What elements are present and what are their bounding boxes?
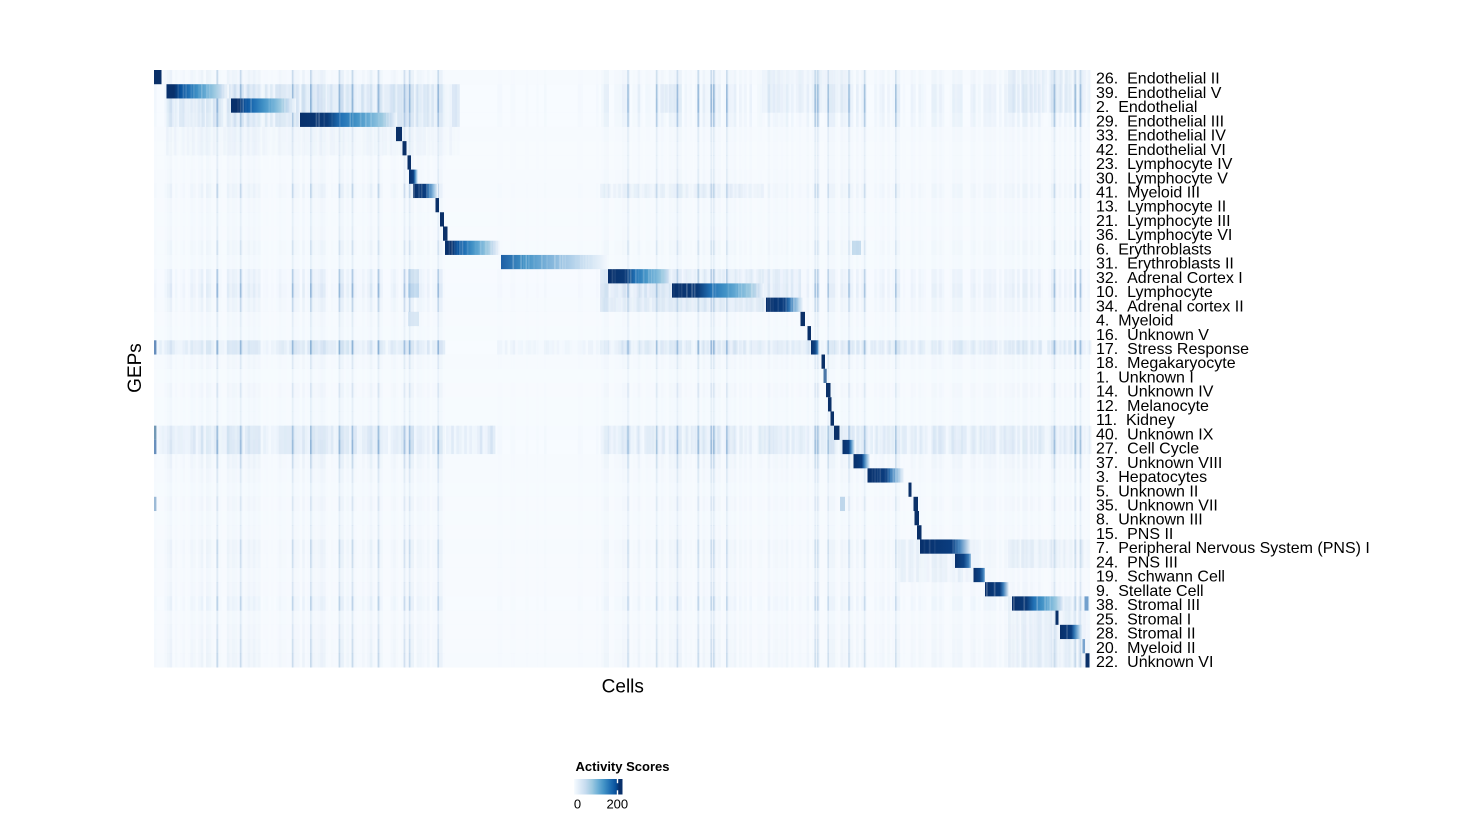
svg-text:7. Peripheral Nervous System: 7. Peripheral Nervous System (PNS) I [1096, 540, 1370, 557]
svg-text:GEPs: GEPs [125, 343, 146, 393]
svg-text:6. Erythroblasts: 6. Erythroblasts [1096, 241, 1212, 258]
svg-text:32. Adrenal Cortex I: 32. Adrenal Cortex I [1096, 270, 1243, 287]
svg-text:4. Myeloid: 4. Myeloid [1096, 313, 1173, 330]
svg-text:27. Cell Cycle: 27. Cell Cycle [1096, 441, 1199, 458]
svg-text:23. Lymphocyte IV: 23. Lymphocyte IV [1096, 156, 1233, 173]
svg-text:200: 200 [606, 797, 628, 812]
svg-text:18. Megakaryocyte: 18. Megakaryocyte [1096, 355, 1236, 372]
svg-text:38. Stromal III: 38. Stromal III [1096, 597, 1200, 614]
svg-text:28. Stromal II: 28. Stromal II [1096, 626, 1196, 643]
svg-text:10. Lymphocyte: 10. Lymphocyte [1096, 284, 1213, 301]
svg-text:24. PNS III: 24. PNS III [1096, 554, 1178, 571]
svg-text:20. Myeloid II: 20. Myeloid II [1096, 640, 1196, 657]
svg-text:19. Schwann Cell: 19. Schwann Cell [1096, 569, 1225, 586]
svg-text:9. Stellate Cell: 9. Stellate Cell [1096, 583, 1204, 600]
svg-text:15. PNS II: 15. PNS II [1096, 526, 1173, 543]
svg-text:42. Endothelial VI: 42. Endothelial VI [1096, 142, 1226, 159]
svg-text:Cells: Cells [602, 676, 644, 697]
svg-text:2. Endothelial: 2. Endothelial [1096, 99, 1197, 116]
svg-text:22. Unknown VI: 22. Unknown VI [1096, 654, 1213, 671]
svg-text:0: 0 [574, 797, 581, 812]
svg-text:36. Lymphocyte VI: 36. Lymphocyte VI [1096, 227, 1232, 244]
svg-text:37. Unknown VIII: 37. Unknown VIII [1096, 455, 1222, 472]
svg-text:3. Hepatocytes: 3. Hepatocytes [1096, 469, 1207, 486]
svg-text:25. Stromal I: 25. Stromal I [1096, 611, 1191, 628]
svg-text:8. Unknown III: 8. Unknown III [1096, 512, 1203, 529]
svg-text:11. Kidney: 11. Kidney [1096, 412, 1175, 429]
svg-text:31. Erythroblasts II: 31. Erythroblasts II [1096, 256, 1234, 273]
svg-text:30. Lymphocyte V: 30. Lymphocyte V [1096, 170, 1228, 187]
svg-text:5. Unknown II: 5. Unknown II [1096, 483, 1198, 500]
svg-text:14. Unknown IV: 14. Unknown IV [1096, 384, 1214, 401]
svg-text:1. Unknown I: 1. Unknown I [1096, 369, 1194, 386]
svg-text:17. Stress Response: 17. Stress Response [1096, 341, 1249, 358]
svg-text:21. Lymphocyte III: 21. Lymphocyte III [1096, 213, 1231, 230]
svg-text:13. Lymphocyte II: 13. Lymphocyte II [1096, 199, 1226, 216]
svg-text:39. Endothelial V: 39. Endothelial V [1096, 85, 1222, 102]
svg-text:16. Unknown V: 16. Unknown V [1096, 327, 1209, 344]
svg-text:40. Unknown IX: 40. Unknown IX [1096, 426, 1214, 443]
svg-text:35. Unknown VII: 35. Unknown VII [1096, 497, 1218, 514]
svg-text:26. Endothelial II: 26. Endothelial II [1096, 71, 1220, 88]
svg-text:34. Adrenal cortex II: 34. Adrenal cortex II [1096, 298, 1244, 315]
svg-text:12. Melanocyte: 12. Melanocyte [1096, 398, 1209, 415]
svg-text:33. Endothelial IV: 33. Endothelial IV [1096, 128, 1226, 145]
svg-text:29. Endothelial III: 29. Endothelial III [1096, 113, 1224, 130]
svg-text:41. Myeloid III: 41. Myeloid III [1096, 185, 1200, 202]
svg-text:Activity Scores: Activity Scores [576, 759, 670, 774]
